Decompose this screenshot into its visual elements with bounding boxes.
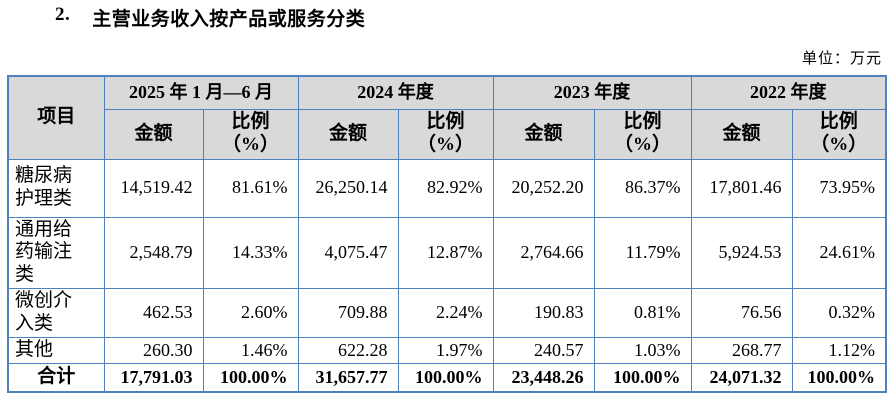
cell-value: 1.12% xyxy=(791,336,887,364)
cell-value: 2.60% xyxy=(202,287,299,338)
cell-value: 1.03% xyxy=(593,336,692,364)
row-label: 其他 xyxy=(7,336,105,364)
row-label: 通用给 药输注 类 xyxy=(7,216,105,289)
cell-value: 76.56 xyxy=(690,287,793,338)
table-row-other: 其他 260.30 1.46% 622.28 1.97% 240.57 1.03… xyxy=(7,336,887,364)
row-label: 糖尿病 护理类 xyxy=(7,158,105,218)
total-cell-value: 100.00% xyxy=(593,362,692,393)
cell-value: 12.87% xyxy=(397,216,494,289)
header-period-row: 项目 2025 年 1 月—6 月 2024 年度 2023 年度 2022 年… xyxy=(7,75,887,160)
header-amount-2025h1: 金额 xyxy=(103,108,204,160)
cell-value: 0.32% xyxy=(791,287,887,338)
cell-value: 268.77 xyxy=(690,336,793,364)
section-title-text: 主营业务收入按产品或服务分类 xyxy=(92,9,366,30)
table-row-diabetes-care: 糖尿病 护理类 14,519.42 81.61% 26,250.14 82.92… xyxy=(7,158,887,218)
cell-value: 5,924.53 xyxy=(690,216,793,289)
cell-value: 2.24% xyxy=(397,287,494,338)
cell-value: 709.88 xyxy=(297,287,399,338)
row-label: 微创介 入类 xyxy=(7,287,105,338)
cell-value: 82.92% xyxy=(397,158,494,218)
cell-value: 86.37% xyxy=(593,158,692,218)
total-cell-value: 100.00% xyxy=(202,362,299,393)
cell-value: 81.61% xyxy=(202,158,299,218)
header-period-2022: 2022 年度 xyxy=(690,75,887,110)
table-row-general-infusion: 通用给 药输注 类 2,548.79 14.33% 4,075.47 12.87… xyxy=(7,216,887,289)
section-number: 2. xyxy=(55,4,71,25)
cell-value: 2,548.79 xyxy=(103,216,204,289)
header-ratio-2023: 比例 （%） xyxy=(593,108,692,160)
cell-value: 2,764.66 xyxy=(492,216,595,289)
header-amount-2023: 金额 xyxy=(492,108,595,160)
total-row-label: 合计 xyxy=(7,362,105,393)
header-ratio-2022: 比例 （%） xyxy=(791,108,887,160)
header-period-2023: 2023 年度 xyxy=(492,75,692,110)
cell-value: 1.97% xyxy=(397,336,494,364)
cell-value: 0.81% xyxy=(593,287,692,338)
table-row-total: 合计 17,791.03 100.00% 31,657.77 100.00% 2… xyxy=(7,362,887,393)
cell-value: 240.57 xyxy=(492,336,595,364)
cell-value: 26,250.14 xyxy=(297,158,399,218)
cell-value: 1.46% xyxy=(202,336,299,364)
cell-value: 190.83 xyxy=(492,287,595,338)
cell-value: 260.30 xyxy=(103,336,204,364)
cell-value: 11.79% xyxy=(593,216,692,289)
header-item: 项目 xyxy=(7,75,105,160)
header-ratio-2024: 比例 （%） xyxy=(397,108,494,160)
cell-value: 462.53 xyxy=(103,287,204,338)
total-cell-value: 100.00% xyxy=(397,362,494,393)
cell-value: 14.33% xyxy=(202,216,299,289)
header-amount-2022: 金额 xyxy=(690,108,793,160)
header-amount-2024: 金额 xyxy=(297,108,399,160)
total-cell-value: 23,448.26 xyxy=(492,362,595,393)
unit-label: 单位：万元 xyxy=(801,51,882,67)
header-ratio-2025h1: 比例 （%） xyxy=(202,108,299,160)
total-cell-value: 17,791.03 xyxy=(103,362,204,393)
total-cell-value: 100.00% xyxy=(791,362,887,393)
header-period-2025h1: 2025 年 1 月—6 月 xyxy=(103,75,299,110)
cell-value: 73.95% xyxy=(791,158,887,218)
table-row-minimally-invasive: 微创介 入类 462.53 2.60% 709.88 2.24% 190.83 … xyxy=(7,287,887,338)
header-sub-row: 金额 比例 （%） 金额 比例 （%） 金额 比例 （%） 金额 比例 （%） xyxy=(8,108,887,160)
cell-value: 622.28 xyxy=(297,336,399,364)
header-period-2024: 2024 年度 xyxy=(297,75,494,110)
total-cell-value: 31,657.77 xyxy=(297,362,399,393)
cell-value: 24.61% xyxy=(791,216,887,289)
cell-value: 14,519.42 xyxy=(103,158,204,218)
cell-value: 17,801.46 xyxy=(690,158,793,218)
cell-value: 20,252.20 xyxy=(492,158,595,218)
section-title: 2. 主营业务收入按产品或服务分类 xyxy=(55,4,365,31)
cell-value: 4,075.47 xyxy=(297,216,399,289)
total-cell-value: 24,071.32 xyxy=(690,362,793,393)
revenue-table: 项目 2025 年 1 月—6 月 2024 年度 2023 年度 2022 年… xyxy=(7,75,887,394)
